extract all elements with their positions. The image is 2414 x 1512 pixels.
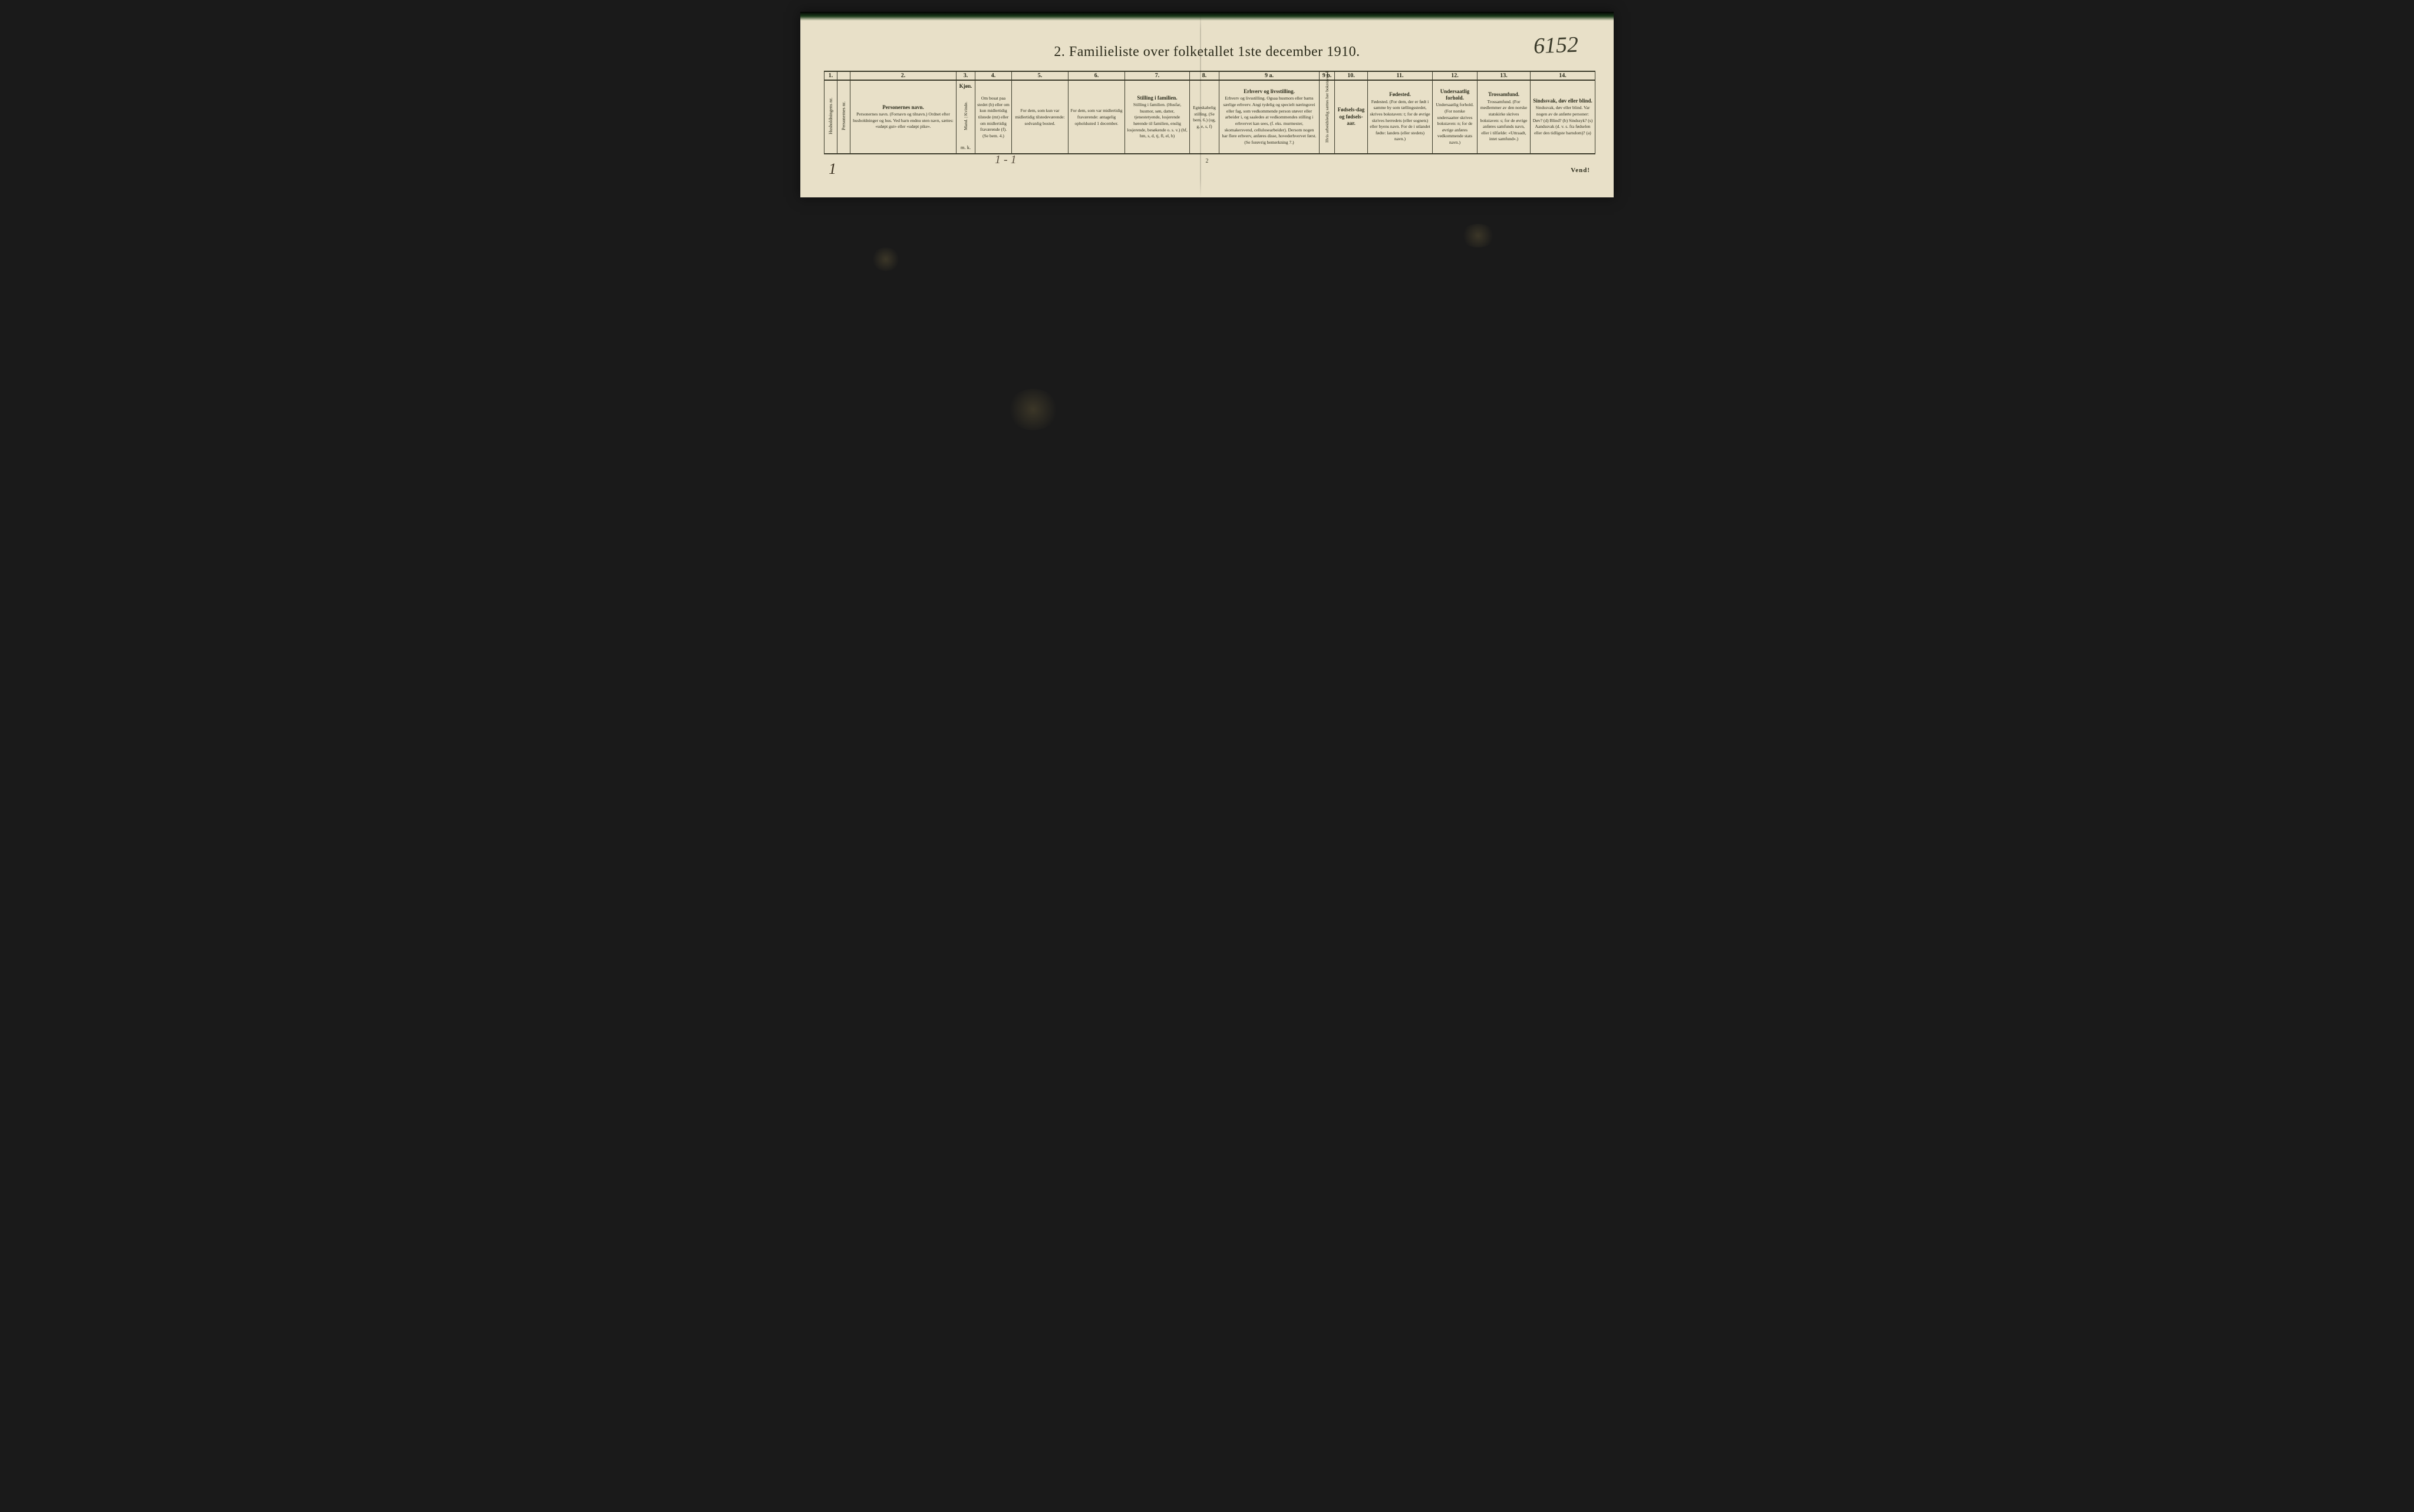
header-sex: Kjøn.Mand. | Kvinde.m. k. (957, 80, 975, 154)
header-marital: Egteskabelig stilling. (Se bem. 6.) (ug,… (1190, 80, 1219, 154)
column-number-row: 1.2.3.4.5.6.7.8.9 a.9 b.10.11.12.13.14. (825, 71, 1595, 80)
header-household-nr: Husholdningens nr. (825, 80, 837, 154)
handwritten-reference-number: 6152 (1533, 32, 1578, 60)
column-number: 11. (1368, 71, 1433, 80)
document-page: 6152 2. Familieliste over folketallet 1s… (800, 12, 1614, 197)
column-number: 12. (1433, 71, 1478, 80)
header-temp-present: For dem, som kun var midlertidig tilsted… (1012, 80, 1069, 154)
scan-edge (800, 12, 1614, 21)
header-residence: Om bosat paa stedet (b) eller om kun mid… (975, 80, 1012, 154)
column-number: 1. (825, 71, 837, 80)
bottom-handwritten-mark: 1 - 1 (995, 153, 1017, 167)
turn-page-label: Vend! (824, 167, 1590, 174)
header-disability: Sindssvak, døv eller blind.Sindssvak, dø… (1531, 80, 1595, 154)
paper-stain (1460, 224, 1496, 247)
column-number: 4. (975, 71, 1012, 80)
column-number: 5. (1012, 71, 1069, 80)
column-number (837, 71, 850, 80)
page-title: 2. Familieliste over folketallet 1ste de… (824, 44, 1590, 60)
column-number: 3. (957, 71, 975, 80)
census-table: 1.2.3.4.5.6.7.8.9 a.9 b.10.11.12.13.14. … (824, 71, 1595, 154)
column-number: 2. (850, 71, 957, 80)
paper-stain (1007, 389, 1060, 430)
margin-household-number: 1 (829, 160, 836, 178)
column-number: 7. (1125, 71, 1190, 80)
column-number: 9 a. (1219, 71, 1320, 80)
header-nationality: Undersaatlig forhold.Undersaatlig forhol… (1433, 80, 1478, 154)
book-spine (1200, 12, 1201, 197)
header-birth: Fødsels-dag og fødsels-aar. (1335, 80, 1368, 154)
header-temp-absent: For dem, som var midlertidig fraværende:… (1069, 80, 1125, 154)
column-number: 6. (1069, 71, 1125, 80)
header-unemployed: Hvis arbeidsledig sættes her bokstaven l… (1320, 80, 1335, 154)
header-occupation: Erhverv og livsstilling.Erhverv og livss… (1219, 80, 1320, 154)
column-number: 13. (1478, 71, 1531, 80)
header-person-nr: Personernes nr. (837, 80, 850, 154)
column-number: 8. (1190, 71, 1219, 80)
header-row: Husholdningens nr. Personernes nr. Perso… (825, 80, 1595, 154)
column-number: 10. (1335, 71, 1368, 80)
paper-stain (871, 247, 901, 271)
header-family-position: Stilling i familien.Stilling i familien.… (1125, 80, 1190, 154)
column-number: 14. (1531, 71, 1595, 80)
header-birthplace: Fødested.Fødested. (For dem, der er født… (1368, 80, 1433, 154)
page-number: 2 (824, 158, 1590, 164)
header-faith: Trossamfund.Trossamfund. (For medlemmer … (1478, 80, 1531, 154)
header-name: Personernes navn.Personernes navn. (Forn… (850, 80, 957, 154)
